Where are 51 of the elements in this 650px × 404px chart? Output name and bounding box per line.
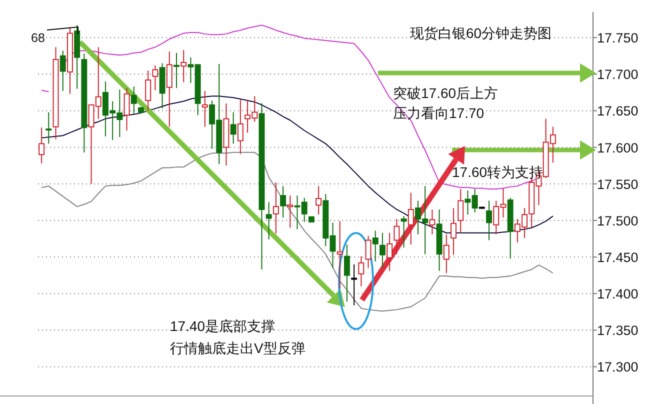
candlestick (174, 52, 180, 89)
candlestick (365, 235, 372, 268)
candlestick (372, 230, 378, 262)
candlestick (124, 88, 130, 131)
candlestick (379, 232, 386, 268)
candlestick (336, 220, 343, 289)
candlestick (450, 208, 456, 256)
y-tick-label: 17.700 (597, 67, 638, 82)
y-tick-label: 17.300 (597, 360, 638, 375)
y-tick-label: 17.600 (597, 140, 638, 156)
annotation: 17.40是底部支撑 (170, 318, 276, 334)
candlestick (486, 200, 492, 241)
y-tick-label: 17.500 (597, 213, 638, 228)
y-tick-label: 17.400 (597, 286, 638, 302)
candlestick (316, 186, 322, 216)
candlestick (166, 50, 172, 128)
candlestick (458, 188, 464, 234)
candlestick (394, 218, 400, 255)
candlestick (60, 50, 66, 92)
candlestick (130, 86, 137, 114)
annotation: 68 (31, 31, 45, 45)
annotation: 突破17.60后上方 (393, 85, 498, 101)
candlestick (46, 112, 52, 144)
annotation: 压力看向17.70 (393, 105, 484, 121)
candlestick (152, 64, 158, 91)
candlestick (358, 256, 364, 287)
candlestick (145, 70, 152, 112)
candlestick (386, 232, 393, 272)
y-tick-label: 17.350 (597, 323, 638, 338)
candlestick (180, 50, 187, 83)
candlestick (344, 244, 350, 302)
candlestick (400, 216, 407, 248)
annotation: 17.60转为支持 (452, 164, 544, 180)
candlestick (38, 127, 45, 164)
y-tick-label: 17.650 (597, 104, 638, 119)
candlestick (237, 99, 244, 154)
candlestick (272, 182, 279, 234)
candlestick (230, 112, 236, 144)
candlestick (280, 186, 286, 218)
candlestick (266, 202, 272, 240)
candlestick (408, 192, 414, 246)
annotation: 行情触底走出V型反弹 (170, 340, 306, 356)
text: 现货白银60分钟走势图 (410, 25, 552, 41)
candlestick (287, 195, 294, 228)
candlestick (202, 90, 208, 128)
candlestick (429, 208, 436, 235)
y-tick-label: 17.450 (597, 250, 638, 266)
candlestick (351, 264, 358, 306)
y-tick-label: 17.750 (597, 30, 638, 46)
candlestick (443, 234, 450, 274)
y-tick-label: 17.550 (597, 176, 638, 192)
